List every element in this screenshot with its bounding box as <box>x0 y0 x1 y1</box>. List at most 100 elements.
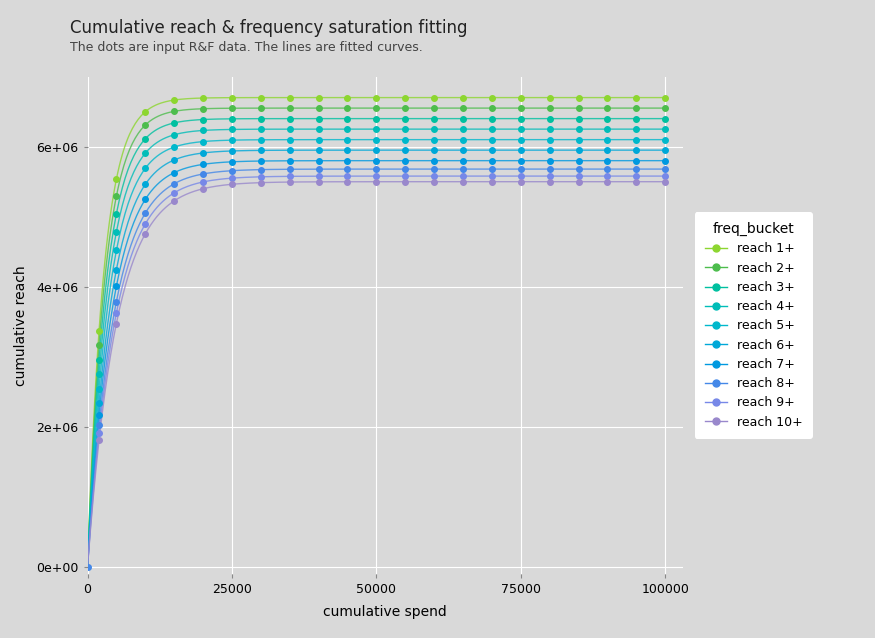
Point <box>369 171 383 181</box>
Point <box>167 95 181 105</box>
Point <box>427 164 441 174</box>
Point <box>427 93 441 103</box>
Point <box>283 135 297 145</box>
Point <box>225 166 239 176</box>
Point <box>571 145 585 155</box>
Point <box>92 325 106 336</box>
Legend: reach 1+, reach 2+, reach 3+, reach 4+, reach 5+, reach 6+, reach 7+, reach 8+, : reach 1+, reach 2+, reach 3+, reach 4+, … <box>695 212 813 439</box>
Point <box>167 142 181 152</box>
Point <box>514 156 528 166</box>
Point <box>92 420 106 431</box>
Point <box>658 93 672 103</box>
Point <box>514 114 528 124</box>
Point <box>427 103 441 113</box>
Point <box>312 177 326 187</box>
Point <box>312 124 326 134</box>
Point <box>109 318 123 329</box>
Point <box>629 93 643 103</box>
Point <box>225 93 239 103</box>
Point <box>514 177 528 187</box>
Point <box>427 124 441 134</box>
Point <box>514 145 528 155</box>
Point <box>254 172 268 182</box>
Point <box>485 114 499 124</box>
Point <box>196 114 210 124</box>
Point <box>456 124 470 134</box>
Point <box>283 171 297 181</box>
Point <box>571 103 585 113</box>
Point <box>312 145 326 155</box>
Point <box>340 114 354 124</box>
Point <box>340 124 354 134</box>
Point <box>456 177 470 187</box>
Point <box>427 171 441 181</box>
Point <box>369 93 383 103</box>
Point <box>571 171 585 181</box>
Point <box>398 114 412 124</box>
Point <box>92 383 106 394</box>
Point <box>92 428 106 438</box>
Point <box>398 103 412 113</box>
Point <box>398 177 412 187</box>
Point <box>485 93 499 103</box>
Point <box>312 171 326 181</box>
Point <box>485 124 499 134</box>
Point <box>398 93 412 103</box>
Point <box>571 114 585 124</box>
Point <box>283 156 297 166</box>
Point <box>398 164 412 174</box>
Point <box>225 114 239 124</box>
Point <box>369 103 383 113</box>
Point <box>600 124 614 134</box>
Point <box>485 156 499 166</box>
Point <box>658 124 672 134</box>
Point <box>600 135 614 145</box>
Point <box>398 145 412 155</box>
Point <box>600 145 614 155</box>
Point <box>196 169 210 179</box>
Point <box>92 369 106 380</box>
Point <box>485 171 499 181</box>
Point <box>485 135 499 145</box>
Point <box>658 103 672 113</box>
Point <box>340 103 354 113</box>
Point <box>109 281 123 292</box>
Point <box>629 177 643 187</box>
Point <box>456 156 470 166</box>
Point <box>542 156 556 166</box>
Point <box>542 103 556 113</box>
Point <box>456 114 470 124</box>
X-axis label: cumulative spend: cumulative spend <box>323 605 447 619</box>
Point <box>109 297 123 307</box>
Point <box>456 164 470 174</box>
Point <box>340 93 354 103</box>
Point <box>80 562 94 572</box>
Point <box>456 171 470 181</box>
Point <box>427 145 441 155</box>
Point <box>225 157 239 167</box>
Point <box>138 208 152 218</box>
Point <box>658 171 672 181</box>
Point <box>138 179 152 189</box>
Point <box>109 209 123 219</box>
Point <box>369 156 383 166</box>
Point <box>600 171 614 181</box>
Text: Cumulative reach & frequency saturation fitting: Cumulative reach & frequency saturation … <box>70 19 467 37</box>
Point <box>138 195 152 205</box>
Point <box>254 93 268 103</box>
Point <box>340 164 354 174</box>
Point <box>514 103 528 113</box>
Point <box>629 103 643 113</box>
Y-axis label: cumulative reach: cumulative reach <box>14 265 28 386</box>
Point <box>600 156 614 166</box>
Point <box>196 125 210 135</box>
Point <box>340 145 354 155</box>
Point <box>514 124 528 134</box>
Point <box>485 177 499 187</box>
Point <box>283 177 297 187</box>
Point <box>225 173 239 183</box>
Point <box>109 191 123 202</box>
Point <box>456 135 470 145</box>
Point <box>456 103 470 113</box>
Point <box>485 103 499 113</box>
